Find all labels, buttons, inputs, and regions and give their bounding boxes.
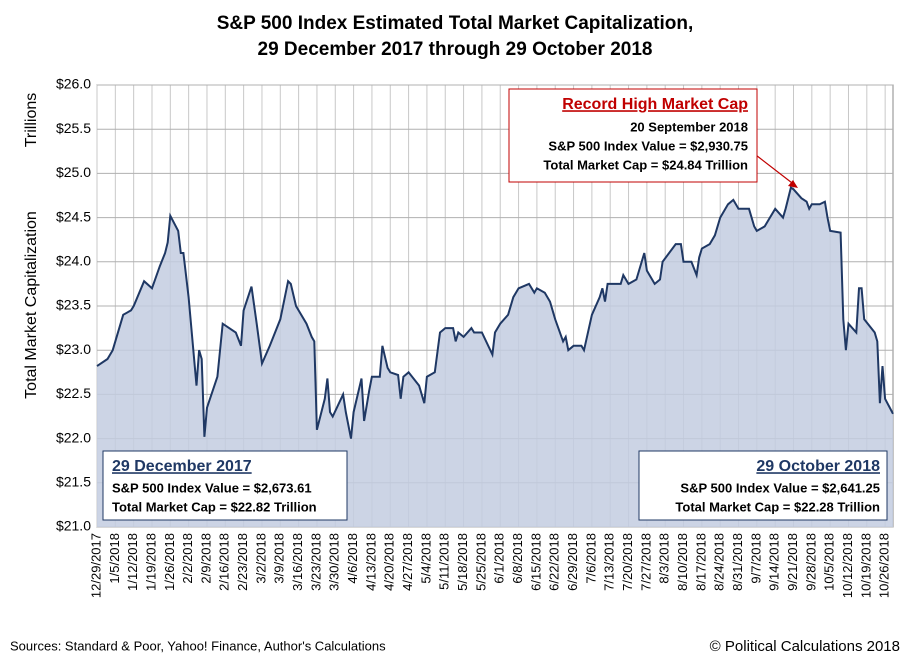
arrow-head [788, 180, 798, 188]
annotation-text: S&P 500 Index Value = $2,641.25 [680, 480, 880, 495]
x-tick-label: 10/12/2018 [840, 533, 855, 598]
x-tick-label: 1/19/2018 [143, 533, 158, 591]
x-tick-label: 4/20/2018 [382, 533, 397, 591]
x-tick-label: 1/12/2018 [125, 533, 140, 591]
y-axis-unit: Trillions [23, 93, 40, 148]
annotation-arrow [751, 151, 797, 187]
x-tick-label: 8/24/2018 [712, 533, 727, 591]
annotation-text: S&P 500 Index Value = $2,930.75 [548, 138, 748, 153]
x-tick-label: 8/3/2018 [657, 533, 672, 584]
marks [96, 185, 894, 527]
y-tick-label: $22.0 [56, 429, 91, 445]
x-tick-label: 9/28/2018 [803, 533, 818, 591]
y-tick-label: $24.0 [56, 253, 91, 269]
x-tick-label: 8/31/2018 [730, 533, 745, 591]
x-tick-label: 1/26/2018 [162, 533, 177, 591]
x-tick-label: 10/5/2018 [822, 533, 837, 591]
x-tick-label: 2/9/2018 [198, 533, 213, 584]
annotation-text: Total Market Cap = $22.28 Trillion [675, 499, 880, 514]
x-tick-label: 4/13/2018 [363, 533, 378, 591]
x-tick-label: 6/15/2018 [528, 533, 543, 591]
source: Sources: Standard & Poor, Yahoo! Finance… [10, 638, 386, 653]
y-tick-label: $25.0 [56, 164, 91, 180]
y-tick-label: $24.5 [56, 208, 91, 224]
x-tick-label: 3/16/2018 [290, 533, 305, 591]
x-tick-label: 4/27/2018 [400, 533, 415, 591]
y-tick-label: $21.5 [56, 474, 91, 490]
x-tick-label: 10/26/2018 [877, 533, 892, 598]
y-tick-label: $26.0 [56, 76, 91, 92]
x-tick-label: 7/20/2018 [620, 533, 635, 591]
annotations: Record High Market Cap 20 September 2018… [102, 88, 888, 521]
y-tick-label: $21.0 [56, 518, 91, 534]
x-tick-label: 12/29/2017 [88, 533, 103, 598]
line [96, 185, 894, 439]
x-tick-label: 9/14/2018 [767, 533, 782, 591]
x-tick-label: 5/25/2018 [473, 533, 488, 591]
x-tick-label: 7/27/2018 [638, 533, 653, 591]
y-tick-label: $22.5 [56, 385, 91, 401]
annotation-heading: Record High Market Cap [562, 96, 748, 113]
x-tick-label: 5/4/2018 [418, 533, 433, 584]
annotation-box [508, 88, 758, 183]
y-tick-label: $25.5 [56, 120, 91, 136]
x-tick-label: 1/5/2018 [107, 533, 122, 584]
annotation-box [638, 450, 888, 521]
x-tick-label: 2/23/2018 [235, 533, 250, 591]
x-tick-label: 4/6/2018 [345, 533, 360, 584]
annotation-text: 20 September 2018 [630, 119, 748, 134]
x-tick-label: 7/6/2018 [583, 533, 598, 584]
x-tick-label: 3/2/2018 [253, 533, 268, 584]
annotation-text: S&P 500 Index Value = $2,673.61 [112, 480, 312, 495]
annotation-heading: 29 October 2018 [756, 458, 880, 475]
x-tick-label: 6/8/2018 [510, 533, 525, 584]
x-tick-label: 2/2/2018 [180, 533, 195, 584]
annotation-text: Total Market Cap = $22.82 Trillion [112, 499, 317, 514]
x-tick-label: 6/22/2018 [547, 533, 562, 591]
y-tick-label: $23.5 [56, 297, 91, 313]
x-tick-label: 3/23/2018 [308, 533, 323, 591]
x-tick-label: 6/1/2018 [492, 533, 507, 584]
x-tick-label: 2/16/2018 [217, 533, 232, 591]
x-tick-label: 7/13/2018 [602, 533, 617, 591]
x-tick-label: 5/18/2018 [455, 533, 470, 591]
x-tick-label: 8/10/2018 [675, 533, 690, 591]
copyright: © Political Calculations 2018 [710, 638, 900, 655]
x-tick-label: 3/30/2018 [327, 533, 342, 591]
y-axis-label: Total Market Capitalization [23, 211, 40, 399]
annotation-text: Total Market Cap = $24.84 Trillion [543, 157, 748, 172]
x-tick-label: 9/7/2018 [748, 533, 763, 584]
x-tick-label: 6/29/2018 [565, 533, 580, 591]
x-tick-label: 10/19/2018 [858, 533, 873, 598]
y-tick-label: $23.0 [56, 341, 91, 357]
chart-title: 29 December 2017 through 29 October 2018 [258, 39, 653, 60]
area-fill [97, 187, 893, 527]
x-tick-label: 8/17/2018 [693, 533, 708, 591]
chart-title: S&P 500 Index Estimated Total Market Cap… [217, 13, 694, 34]
annotation-heading: 29 December 2017 [112, 458, 252, 475]
x-tick-label: 3/9/2018 [272, 533, 287, 584]
x-tick-label: 9/21/2018 [785, 533, 800, 591]
x-tick-label: 5/11/2018 [437, 533, 452, 590]
annotation-box [102, 450, 348, 521]
